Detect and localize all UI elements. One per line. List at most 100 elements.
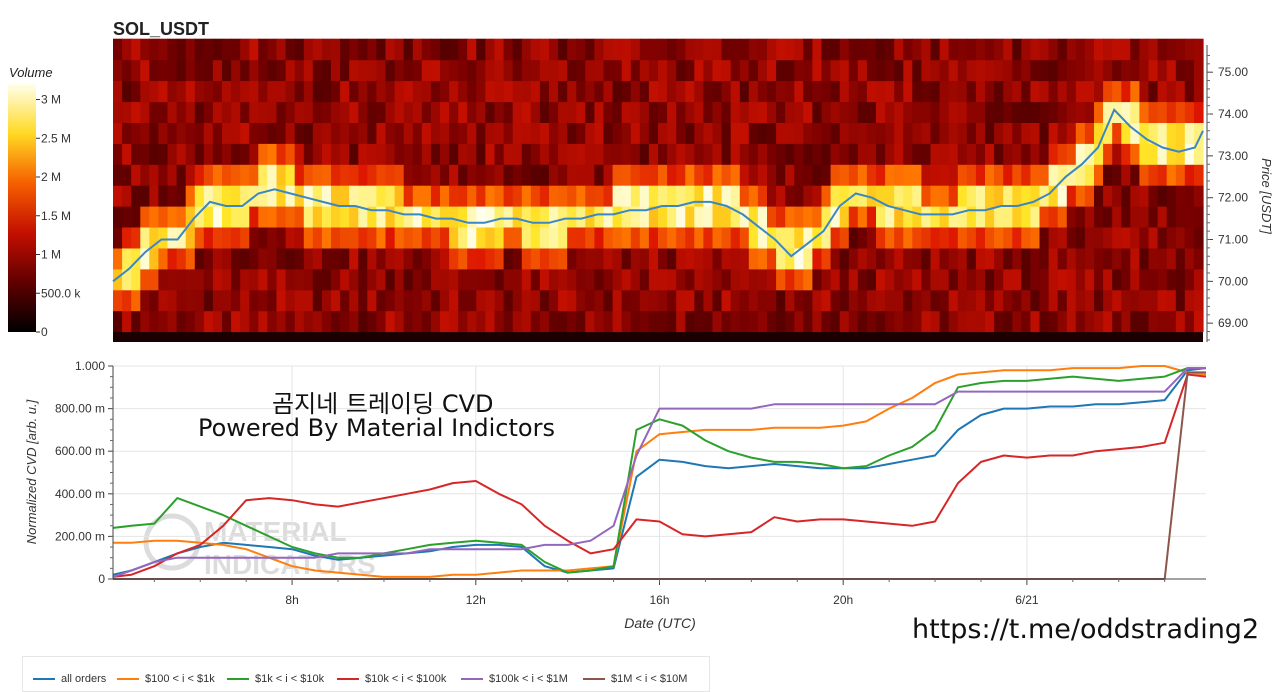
heatmap-cell [403,310,414,333]
heatmap-cell [1012,227,1022,249]
heatmap-cell [676,227,686,249]
heatmap-cell [712,143,723,165]
heatmap-cell [1184,227,1195,249]
telegram-url[interactable]: https://t.me/oddstrading2 [912,614,1260,645]
heatmap-cell [658,38,668,61]
heatmap-cell [776,122,786,144]
heatmap-cell [312,289,323,312]
heatmap-cell [1021,80,1031,103]
heatmap-cell [903,38,913,61]
heatmap-cell [1084,247,1095,270]
heatmap-cell [785,59,795,82]
heatmap-cell [866,143,877,165]
heatmap-cell [512,122,523,144]
heatmap-cell [839,59,850,82]
heatmap-cell [639,143,650,165]
heatmap-cell [1139,289,1150,312]
heatmap-cell [249,59,259,82]
heatmap-cell [231,247,241,270]
heatmap-cell [122,80,132,103]
heatmap-cell [866,38,877,61]
heatmap-cell [358,289,368,312]
price-line-path [112,108,1204,283]
legend-item-100-1k[interactable]: $100 < i < $1k [117,673,215,685]
heatmap-cell [176,289,187,312]
cvd-series-s100_1k [113,365,1207,578]
heatmap-cell [294,289,305,312]
heatmap-cell [1094,310,1104,333]
heatmap-cell [630,122,641,144]
heatmap-cell [794,289,804,312]
heatmap-cell [912,206,922,228]
heatmap-cell [658,185,668,207]
heatmap-cell [113,122,123,144]
heatmap-cell [131,80,141,103]
heatmap-cell [585,143,595,165]
heatmap-cell [1030,227,1041,249]
heatmap-cell [1012,247,1022,270]
heatmap-cell [1039,206,1050,228]
heatmap-cell [1103,80,1113,103]
heatmap-cell [231,59,241,82]
heatmap-cell [1130,247,1140,270]
heatmap-cell [403,289,414,312]
heatmap-cell [821,122,832,144]
heatmap-cell [857,80,868,103]
heatmap-cell [567,143,577,165]
colorbar-tick-label: 2.5 M [41,131,71,145]
heatmap-cell [449,247,459,270]
heatmap-cell [948,185,959,207]
heatmap-cell [349,227,359,249]
heatmap-cell [612,227,623,249]
heatmap-cell [212,59,223,82]
heatmap-cell [240,268,250,291]
heatmap-cell [1094,59,1104,82]
legend-item-100k-1m[interactable]: $100k < i < $1M [461,673,568,685]
heatmap-cell [122,164,132,186]
heatmap-cell [158,289,169,312]
heatmap-cell [331,206,341,228]
heatmap-cell [267,206,278,228]
heatmap-cell [312,59,323,82]
heatmap-cell [331,227,341,249]
heatmap-cell [176,206,187,228]
heatmap-cell [885,227,895,249]
legend-item-all-orders[interactable]: all orders [33,673,106,685]
heatmap-cell [1075,206,1086,228]
heatmap-cell [1175,268,1186,291]
heatmap-cell [403,185,414,207]
heatmap-cell [966,310,977,333]
heatmap-cell [658,310,668,333]
heatmap-cell [240,143,250,165]
legend-item-10k-100k[interactable]: $10k < i < $100k [337,673,446,685]
heatmap-cell [785,122,795,144]
heatmap-cell [1066,227,1077,249]
heatmap-cell [185,143,196,165]
heatmap-cell [767,59,777,82]
heatmap-cell [140,80,150,103]
heatmap-cell [1075,310,1086,333]
heatmap-cell [376,185,387,207]
legend-item-1k-10k[interactable]: $1k < i < $10k [227,673,324,685]
heatmap-cell [276,101,287,123]
heatmap-cell [1103,38,1113,61]
heatmap-cell [1139,227,1150,249]
heatmap-cell [712,164,723,186]
heatmap-cell [267,268,278,291]
heatmap-cell [385,59,396,82]
heatmap-cell [113,310,123,333]
heatmap-cell [1157,247,1168,270]
heatmap-cell [185,185,196,207]
heatmap-cell [167,310,178,333]
heatmap-cell [776,164,786,186]
heatmap-cell [467,101,477,123]
heatmap-cell [912,227,922,249]
heatmap-cell [1012,143,1022,165]
heatmap-cell [558,80,568,103]
heatmap-cell [667,268,677,291]
heatmap-cell [1193,227,1204,249]
heatmap-cell [730,206,741,228]
legend-item-1m-10m[interactable]: $1M < i < $10M [583,673,687,685]
heatmap-cell [131,101,141,123]
heatmap-cell [748,247,759,270]
